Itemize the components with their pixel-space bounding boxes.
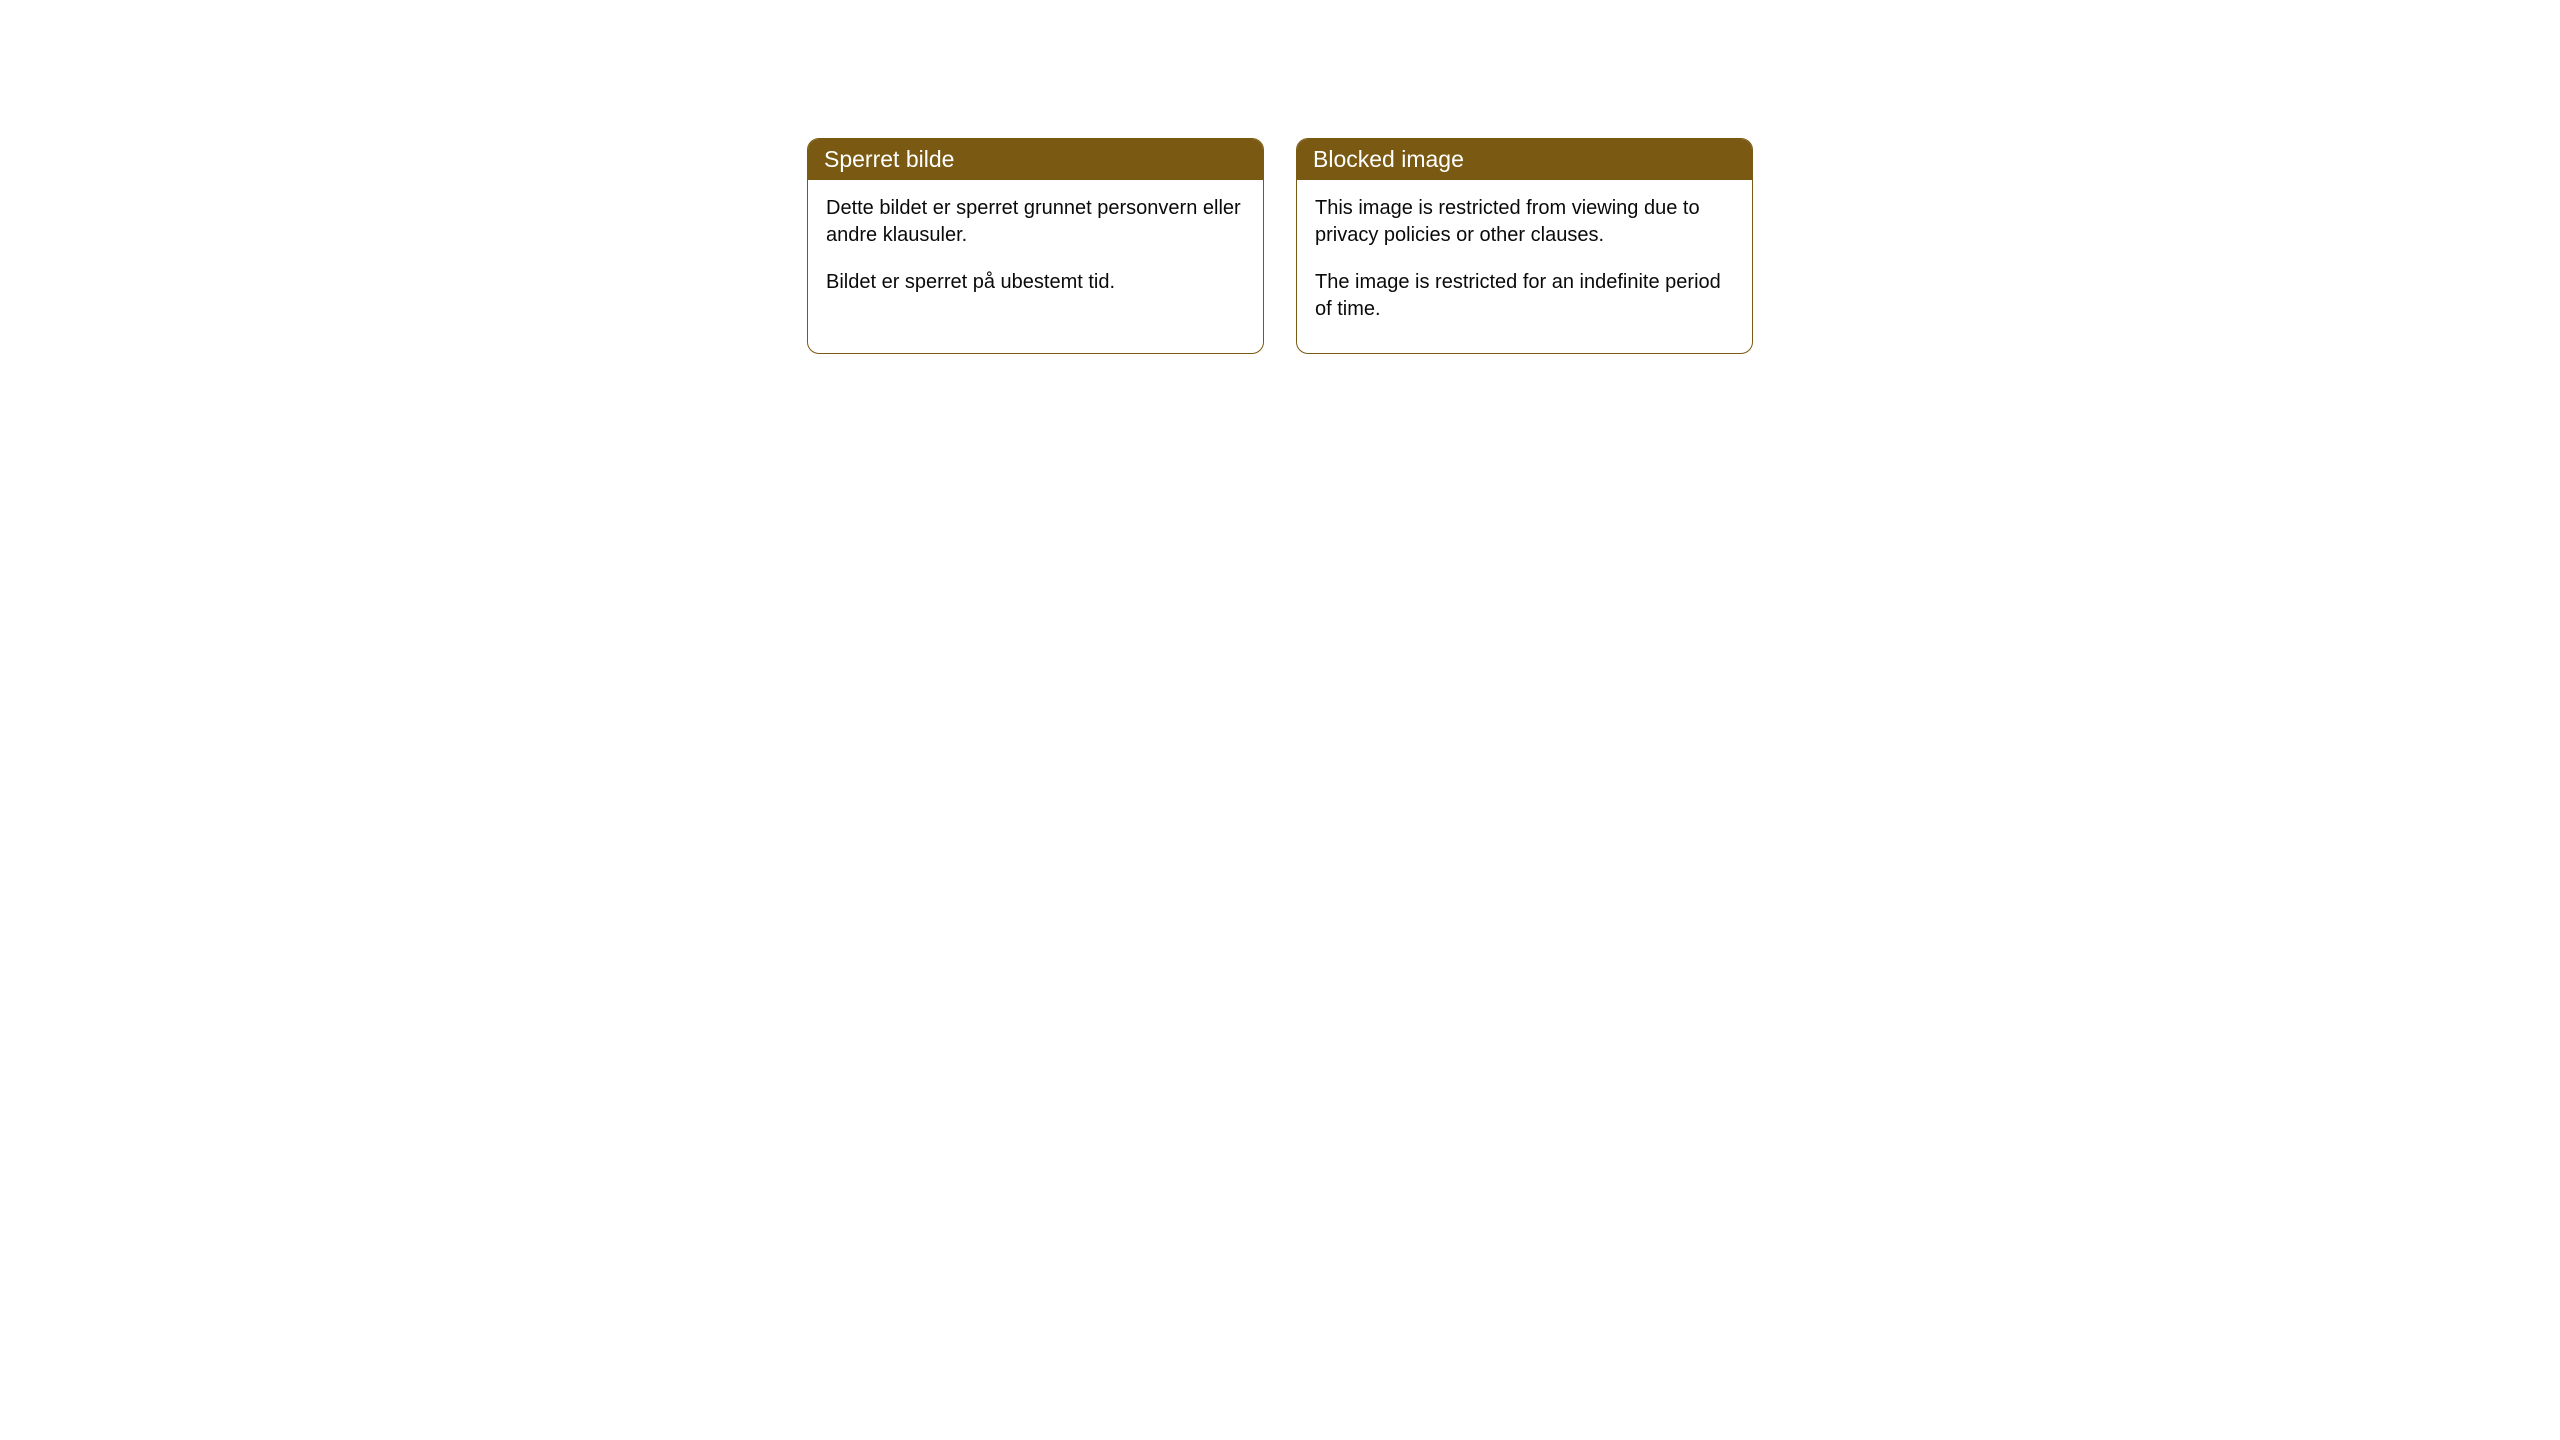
notice-body-english: This image is restricted from viewing du… bbox=[1297, 180, 1752, 353]
notice-para2-norwegian: Bildet er sperret på ubestemt tid. bbox=[826, 269, 1245, 296]
notice-header-norwegian: Sperret bilde bbox=[808, 139, 1263, 180]
notice-card-norwegian: Sperret bilde Dette bildet er sperret gr… bbox=[807, 138, 1264, 354]
notice-para1-english: This image is restricted from viewing du… bbox=[1315, 195, 1734, 249]
notice-header-english: Blocked image bbox=[1297, 139, 1752, 180]
notice-para1-norwegian: Dette bildet er sperret grunnet personve… bbox=[826, 195, 1245, 249]
notice-para2-english: The image is restricted for an indefinit… bbox=[1315, 269, 1734, 323]
notice-card-english: Blocked image This image is restricted f… bbox=[1296, 138, 1753, 354]
notice-body-norwegian: Dette bildet er sperret grunnet personve… bbox=[808, 180, 1263, 326]
